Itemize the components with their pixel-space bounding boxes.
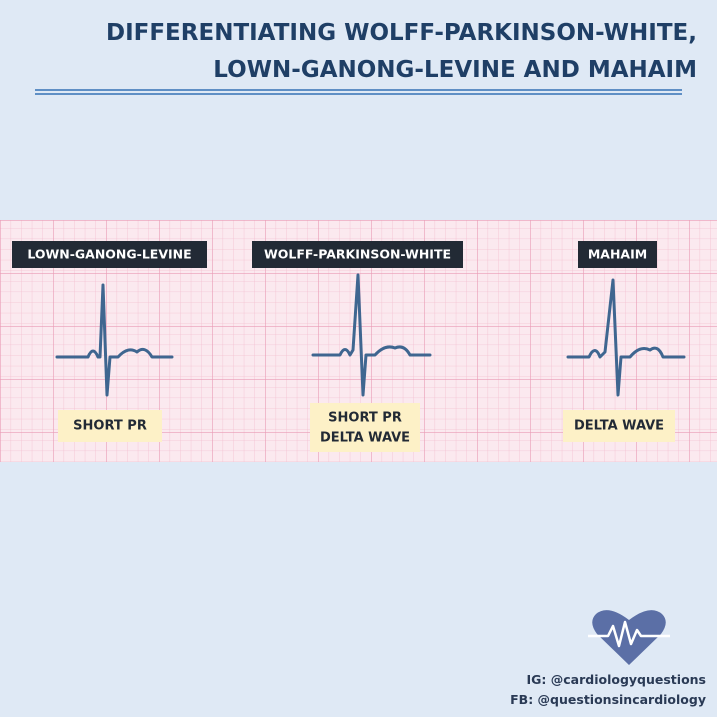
ecg-trace <box>55 283 174 397</box>
note-box <box>310 403 420 452</box>
panel-label: MAHAIM <box>588 247 647 262</box>
label-box <box>578 241 657 268</box>
footer-handle: FB: @questionsincardiology <box>510 692 706 707</box>
panel-note: SHORT PR <box>73 419 147 434</box>
title-line: DIFFERENTIATING WOLFF-PARKINSON-WHITE, <box>106 20 697 46</box>
note-box <box>58 410 162 442</box>
heart-pulse <box>588 620 670 648</box>
panel-note: SHORT PR <box>328 411 402 426</box>
ecg-trace <box>566 278 686 397</box>
panel-label: WOLFF-PARKINSON-WHITE <box>264 247 451 262</box>
note-box <box>563 410 675 442</box>
label-box <box>12 241 207 268</box>
panel-note: DELTA WAVE <box>574 419 664 434</box>
footer-handle: IG: @cardiologyquestions <box>526 672 706 687</box>
panel-label: LOWN-GANONG-LEVINE <box>27 247 191 262</box>
label-box <box>252 241 463 268</box>
panel-note: DELTA WAVE <box>320 431 410 446</box>
title-line: LOWN-GANONG-LEVINE AND MAHAIM <box>213 57 697 83</box>
ecg-trace <box>311 273 432 397</box>
